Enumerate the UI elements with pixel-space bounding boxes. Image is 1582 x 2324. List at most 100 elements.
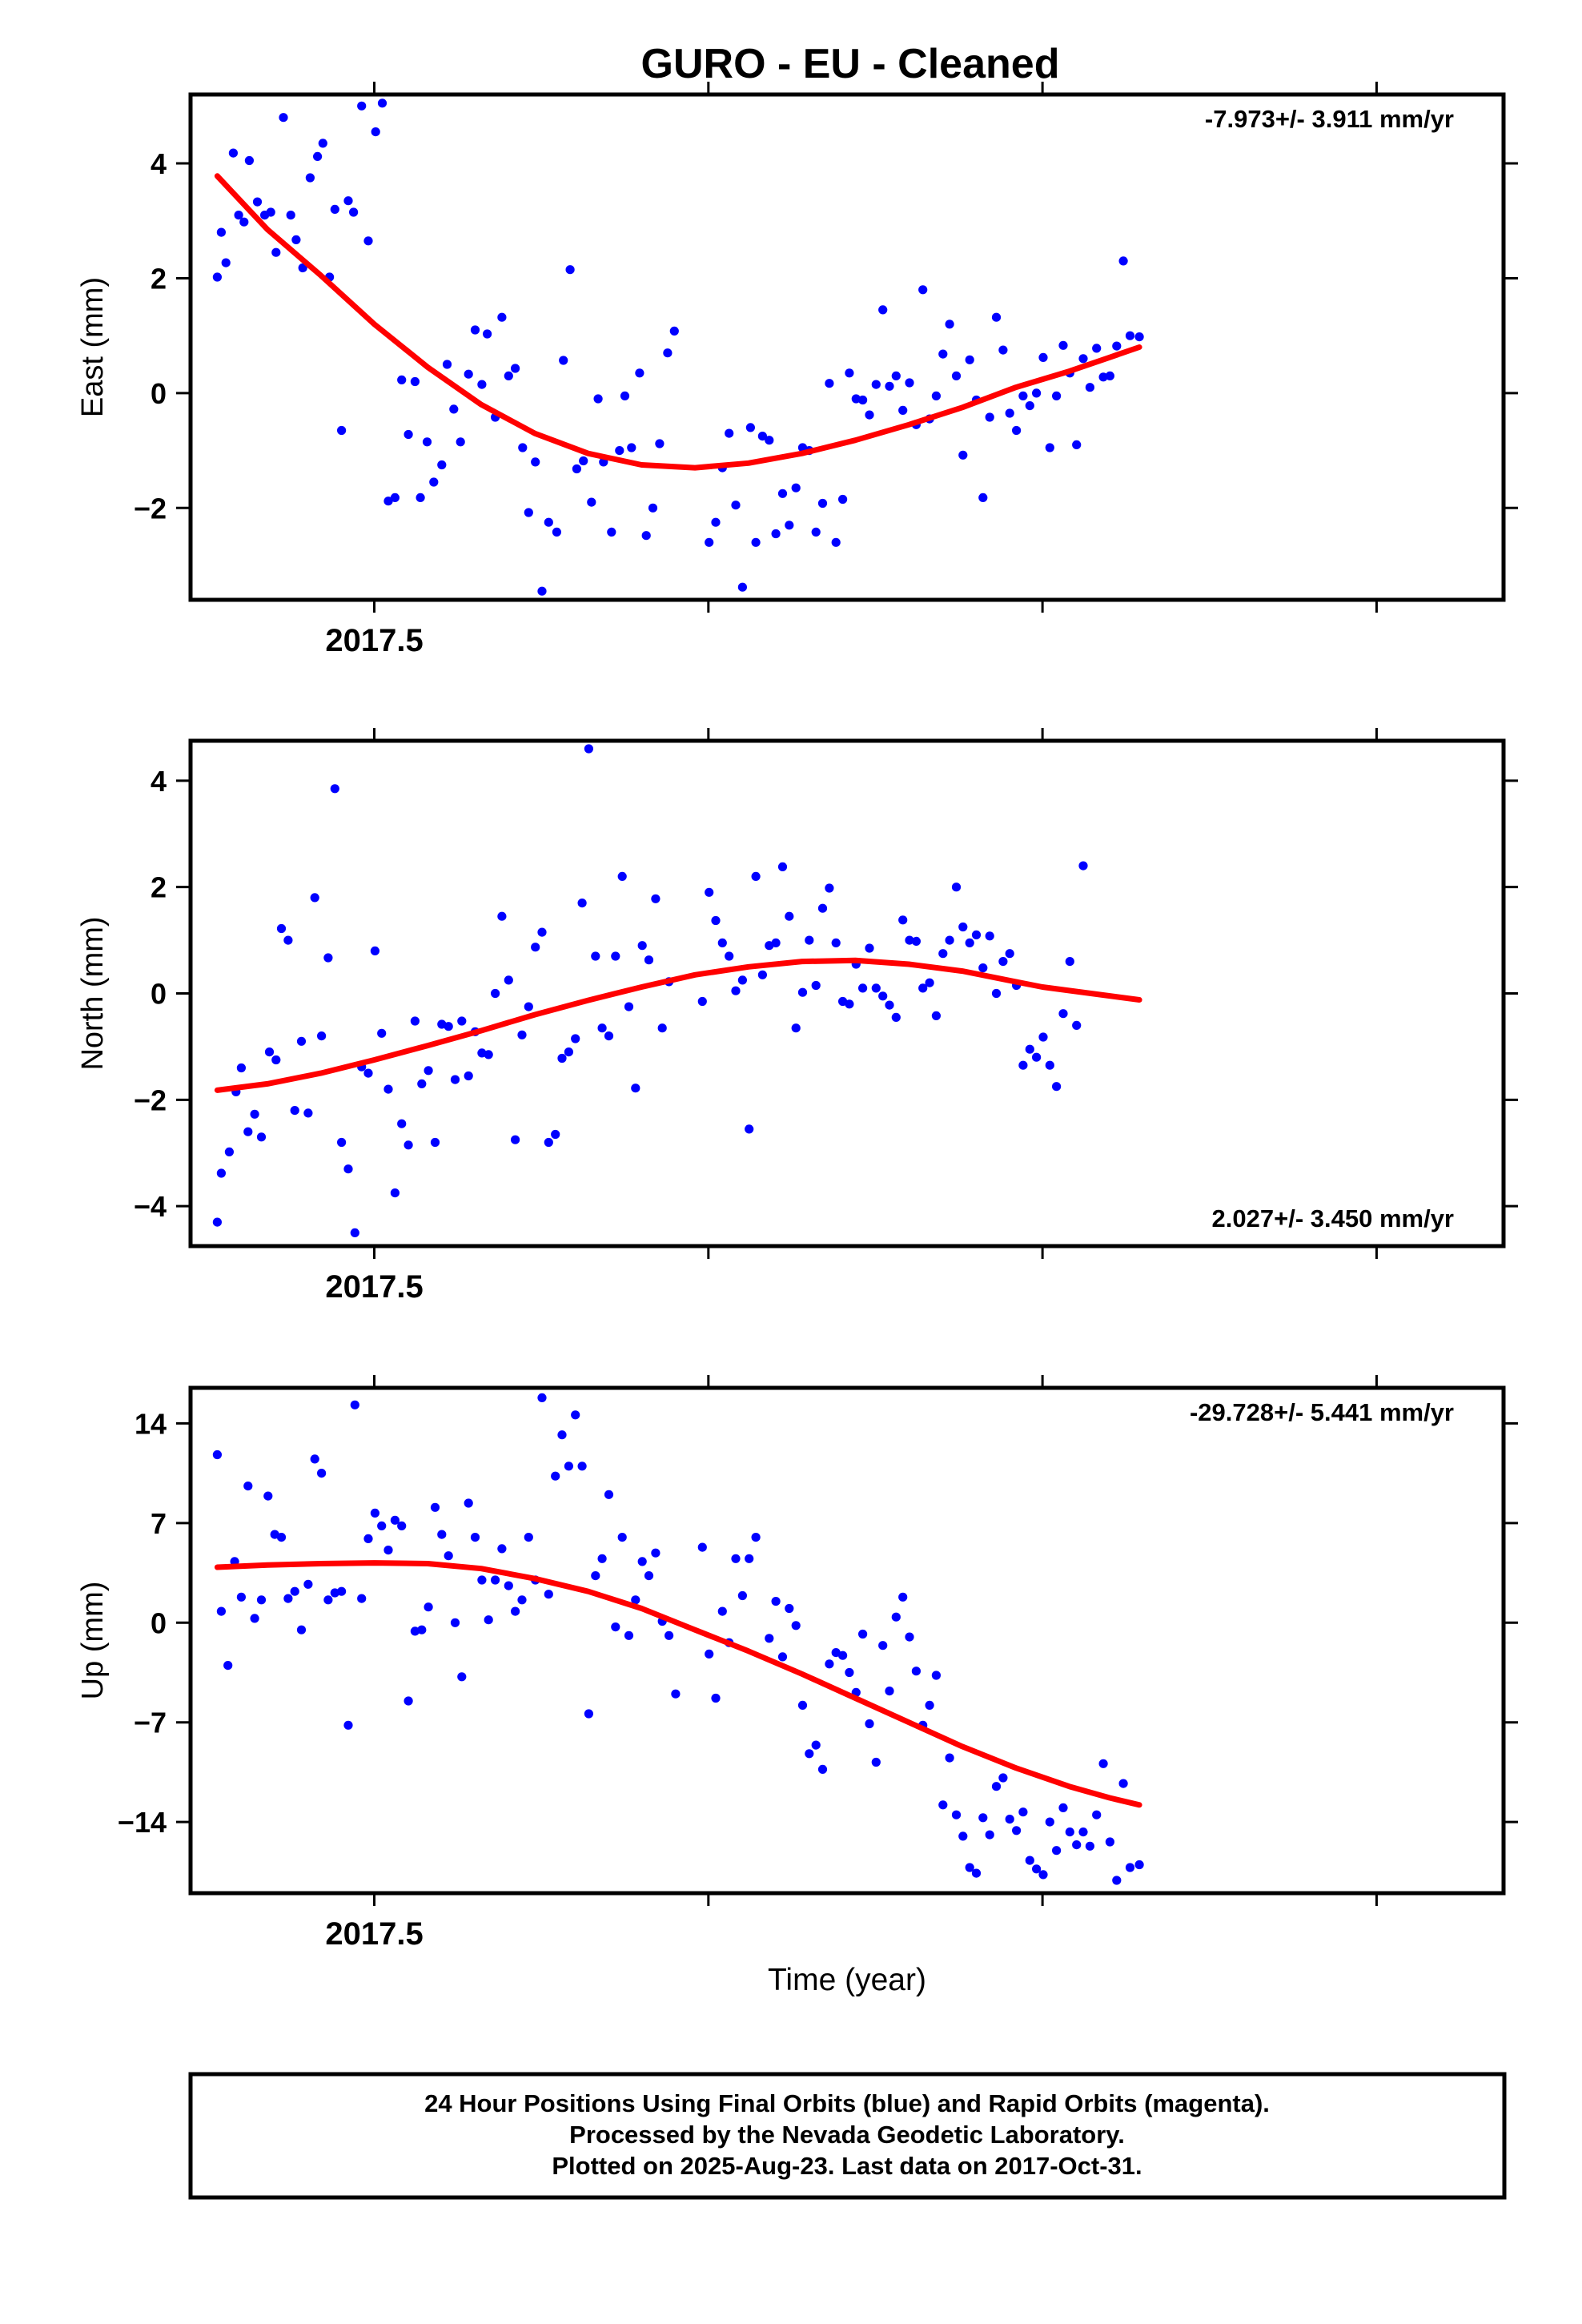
east-data-point — [731, 501, 741, 510]
x-axis-label: Time (year) — [768, 1963, 926, 1997]
north-rate-label: 2.027+/- 3.450 mm/yr — [1212, 1204, 1454, 1232]
up-data-point — [705, 1649, 714, 1659]
north-data-point — [571, 1034, 580, 1043]
up-data-point — [711, 1693, 721, 1703]
east-data — [212, 99, 1144, 596]
up-data-point — [557, 1430, 567, 1440]
east-data-point — [1025, 401, 1034, 411]
up-data-point — [537, 1393, 547, 1402]
north-data-point — [717, 938, 727, 947]
up-data-point — [805, 1749, 814, 1759]
up-data-point — [236, 1592, 246, 1602]
east-data-point — [878, 305, 888, 315]
up-data-point — [551, 1471, 560, 1481]
east-data-point — [1125, 331, 1135, 340]
up-data-point — [303, 1579, 313, 1589]
east-data-point — [1032, 388, 1042, 398]
up-data-point — [444, 1551, 453, 1561]
east-data-point — [931, 391, 941, 400]
north-data-point — [404, 1140, 413, 1150]
up-data-point — [424, 1602, 433, 1612]
north-data-point — [631, 1084, 640, 1093]
east-data-point — [851, 394, 861, 404]
east-data-point — [1045, 443, 1054, 452]
east-data-point — [397, 375, 407, 384]
east-data-point — [422, 437, 432, 447]
east-data-point — [271, 247, 281, 257]
north-data-point — [991, 988, 1002, 999]
north-data-point — [885, 1000, 894, 1010]
up-data-point — [951, 1810, 962, 1819]
north-data-point — [283, 935, 293, 945]
north-data-point — [965, 938, 974, 947]
north-data-point — [437, 1019, 447, 1029]
north-data-point — [264, 1047, 275, 1057]
east-data-point — [266, 207, 275, 217]
north-data-point — [1052, 1082, 1062, 1092]
north-data-point — [424, 1066, 433, 1076]
up-data-point — [343, 1720, 353, 1730]
north-data-point — [551, 1129, 560, 1140]
north-data-point — [1038, 1032, 1048, 1042]
north-data-point — [604, 1031, 614, 1041]
up-data-point — [1018, 1807, 1028, 1817]
north-data-point — [918, 983, 928, 993]
east-data-point — [1072, 440, 1082, 450]
east-data-point — [565, 265, 575, 275]
north-data-point — [878, 991, 888, 1001]
up-data-point — [617, 1533, 627, 1542]
east-data-point — [511, 364, 520, 373]
east-data-point — [244, 155, 254, 166]
east-data-point — [871, 380, 881, 389]
east-x-tick-label: 2017.5 — [325, 623, 423, 658]
east-data-point — [991, 312, 1002, 322]
up-data-point — [965, 1863, 974, 1872]
up-data-point — [410, 1626, 420, 1636]
north-data — [212, 744, 1142, 1237]
up-data-point — [905, 1632, 914, 1642]
north-data-point — [737, 975, 748, 985]
north-data-point — [811, 980, 821, 991]
north-data-point — [745, 1124, 754, 1134]
east-data-point — [212, 272, 222, 282]
north-data-point — [224, 1147, 234, 1156]
up-y-tick-label: 7 — [151, 1507, 167, 1540]
north-data-point — [805, 935, 814, 945]
east-data-point — [905, 378, 914, 388]
up-data-point — [1134, 1860, 1144, 1870]
north-data-point — [1005, 949, 1014, 959]
east-data-point — [845, 368, 854, 378]
north-data-point — [925, 978, 934, 987]
north-data-point — [271, 1055, 281, 1065]
north-data-point — [591, 951, 600, 961]
north-data-point — [1065, 957, 1074, 967]
east-frame — [188, 92, 1506, 602]
up-data-point — [417, 1625, 427, 1634]
up-data-point — [484, 1615, 493, 1625]
east-data-point — [751, 537, 761, 547]
up-data-point — [323, 1595, 333, 1605]
up-y-axis-label: Up (mm) — [76, 1582, 110, 1700]
north-data-point — [531, 943, 540, 952]
east-data-point — [1018, 391, 1028, 400]
up-data-point — [470, 1533, 480, 1542]
up-data-point — [317, 1469, 327, 1478]
up-data-point — [584, 1709, 594, 1719]
up-data-point — [845, 1667, 854, 1678]
east-y-tick-label: 2 — [151, 262, 167, 295]
north-data-point — [216, 1168, 226, 1178]
up-data-point — [276, 1533, 287, 1542]
north-data-point — [998, 957, 1008, 967]
up-data-point — [1072, 1840, 1082, 1850]
north-data-point — [971, 930, 982, 939]
east-rate-label: -7.973+/- 3.911 mm/yr — [1205, 105, 1454, 133]
up-data-point — [250, 1614, 259, 1623]
east-data-point — [363, 236, 373, 246]
north-data-point — [911, 936, 921, 946]
east-data-point — [978, 493, 988, 503]
east-data-point — [442, 360, 452, 369]
north-data-point — [624, 1002, 634, 1011]
east-data-point — [777, 489, 788, 498]
north-data-point — [938, 949, 948, 959]
